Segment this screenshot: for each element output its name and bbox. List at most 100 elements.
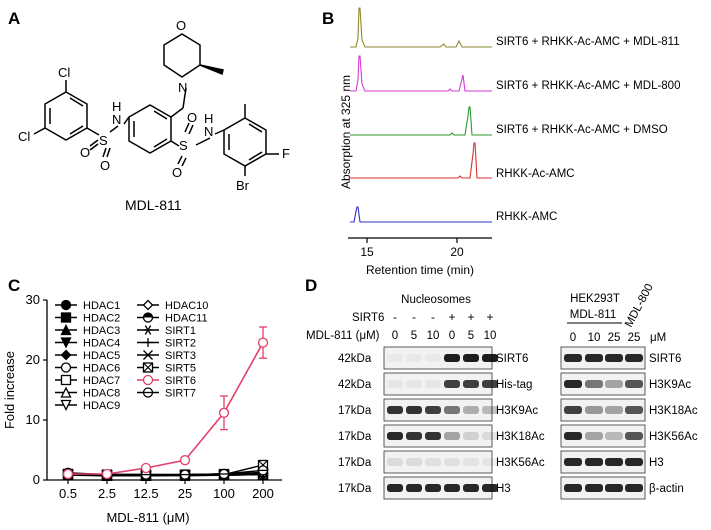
sirt6-sign: + <box>448 310 455 324</box>
chart-x-axis-label: MDL-811 (μM) <box>106 510 189 525</box>
legend-label: HDAC4 <box>83 338 120 350</box>
legend-item-sirt3: SIRT3 <box>137 350 196 362</box>
legend-marker-hdac6 <box>60 362 72 373</box>
hek-dose: 0 <box>570 332 576 344</box>
blot-band <box>564 380 582 388</box>
blot-band <box>406 380 422 388</box>
blot-band <box>564 458 582 466</box>
blot-band <box>605 354 623 362</box>
blot-row-h3k56ac: 17kDa H3K56Ac <box>338 450 545 474</box>
chart-y-tick-label: 30 <box>26 292 40 307</box>
legend-label: SIRT2 <box>165 338 196 350</box>
legend-item-hdac11: HDAC11 <box>137 312 208 325</box>
sirt6-sign: - <box>412 310 416 324</box>
atom-h: H <box>112 99 121 114</box>
legend-label: HDAC8 <box>83 388 120 400</box>
blot-group-mdl811: MDL-811 <box>570 309 616 321</box>
hplc-x-tick-label: 20 <box>450 245 464 259</box>
legend-marker-sirt6 <box>142 374 154 386</box>
blot-band <box>605 432 623 440</box>
atom-cl: Cl <box>58 65 70 80</box>
hplc-trace-label: RHKK-Ac-AMC <box>496 168 575 180</box>
atom-o: O <box>80 145 90 160</box>
chart-x-tick-label: 100 <box>213 486 235 501</box>
hek-blot-row-h3: H3 <box>560 450 664 474</box>
legend-label: HDAC7 <box>83 375 120 387</box>
legend-item-sirt7: SIRT7 <box>137 387 196 400</box>
blot-band <box>585 406 603 414</box>
chart-series <box>62 326 269 482</box>
atom-s: S <box>99 133 108 148</box>
blot-band <box>463 406 479 414</box>
hek-dose: 10 <box>588 332 601 344</box>
legend-label: HDAC2 <box>83 313 120 325</box>
legend-item-hdac5: HDAC5 <box>55 349 120 362</box>
blot-band <box>387 484 403 492</box>
legend-item-hdac2: HDAC2 <box>55 312 120 325</box>
panel-a-letter: A <box>8 9 20 28</box>
panel-c: C Fold increase MDL-811 (μM) 0 10 20 30 0.5 2… <box>2 276 282 525</box>
legend-item-hdac6: HDAC6 <box>55 362 120 375</box>
blot-band <box>625 432 643 440</box>
blot-band <box>387 354 403 362</box>
hplc-trace-label: RHKK-AMC <box>496 211 557 223</box>
hplc-x-axis-label: Retention time (min) <box>366 263 474 277</box>
legend-item-hdac7: HDAC7 <box>55 374 120 387</box>
blot-band <box>387 458 403 466</box>
atom-f: F <box>282 146 290 161</box>
hplc-trace-label: SIRT6 + RHKK-Ac-AMC + MDL-800 <box>496 80 680 92</box>
blot-band <box>482 432 498 440</box>
blot-band <box>463 354 479 362</box>
blot-band <box>564 354 582 362</box>
blot-band <box>625 406 643 414</box>
mdl811-dose: 0 <box>449 330 455 342</box>
blot-band <box>605 484 623 492</box>
blot-band <box>585 432 603 440</box>
blot-mw: 42kDa <box>338 353 372 365</box>
blot-group-mdl800: MDL-800 <box>623 282 656 329</box>
blot-band <box>625 380 643 388</box>
blot-band <box>425 380 441 388</box>
blot-band <box>564 484 582 492</box>
blot-protein: H3K56Ac <box>649 431 698 443</box>
blot-band <box>482 458 498 466</box>
hplc-trace-rhkk-amc <box>350 206 492 223</box>
legend-label: HDAC6 <box>83 363 120 375</box>
legend-item-hdac8: HDAC8 <box>55 386 120 400</box>
legend-marker-hdac3 <box>60 324 72 336</box>
legend-label: HDAC5 <box>83 350 120 362</box>
blot-band <box>406 484 422 492</box>
hplc-y-axis-label: Absorption at 325 nm <box>339 75 353 189</box>
legend-item-sirt1: SIRT1 <box>137 325 196 337</box>
blot-band <box>406 354 422 362</box>
blot-mw: 17kDa <box>338 431 372 443</box>
chart-y-tick-label: 0 <box>33 472 40 487</box>
panel-c-letter: C <box>8 276 20 295</box>
legend-item-sirt5: SIRT5 <box>137 362 196 375</box>
blot-mw: 42kDa <box>338 379 372 391</box>
blot-band <box>387 380 403 388</box>
blot-band <box>585 484 603 492</box>
sirt6-sign: + <box>486 310 493 324</box>
chart-x-tick-label: 25 <box>178 486 192 501</box>
blot-band <box>605 458 623 466</box>
legend-label: SIRT5 <box>165 363 196 375</box>
hplc-trace-rhkk-ac-amc <box>350 142 492 179</box>
legend-marker-hdac5 <box>60 349 72 361</box>
hplc-trace-mdl800 <box>350 55 492 92</box>
blot-band <box>444 484 460 492</box>
legend-label: HDAC10 <box>165 300 208 312</box>
blot-mw: 17kDa <box>338 483 372 495</box>
hplc-trace-label: SIRT6 + RHKK-Ac-AMC + DMSO <box>496 124 668 136</box>
blot-unit: μM <box>650 332 666 344</box>
data-point-sirt6 <box>140 462 152 474</box>
hplc-trace-mdl811 <box>350 7 492 48</box>
data-point-sirt6 <box>257 337 269 348</box>
blot-row-his-tag: 42kDa His-tag <box>338 372 532 396</box>
legend-marker-sirt3 <box>143 350 153 360</box>
blot-band <box>564 432 582 440</box>
atom-o: O <box>172 165 182 180</box>
structure-atoms: Cl Cl O N S O O N H S O O N H F Br <box>18 18 290 193</box>
blot-band <box>585 380 603 388</box>
chart-x-tick-label: 12.5 <box>133 486 158 501</box>
